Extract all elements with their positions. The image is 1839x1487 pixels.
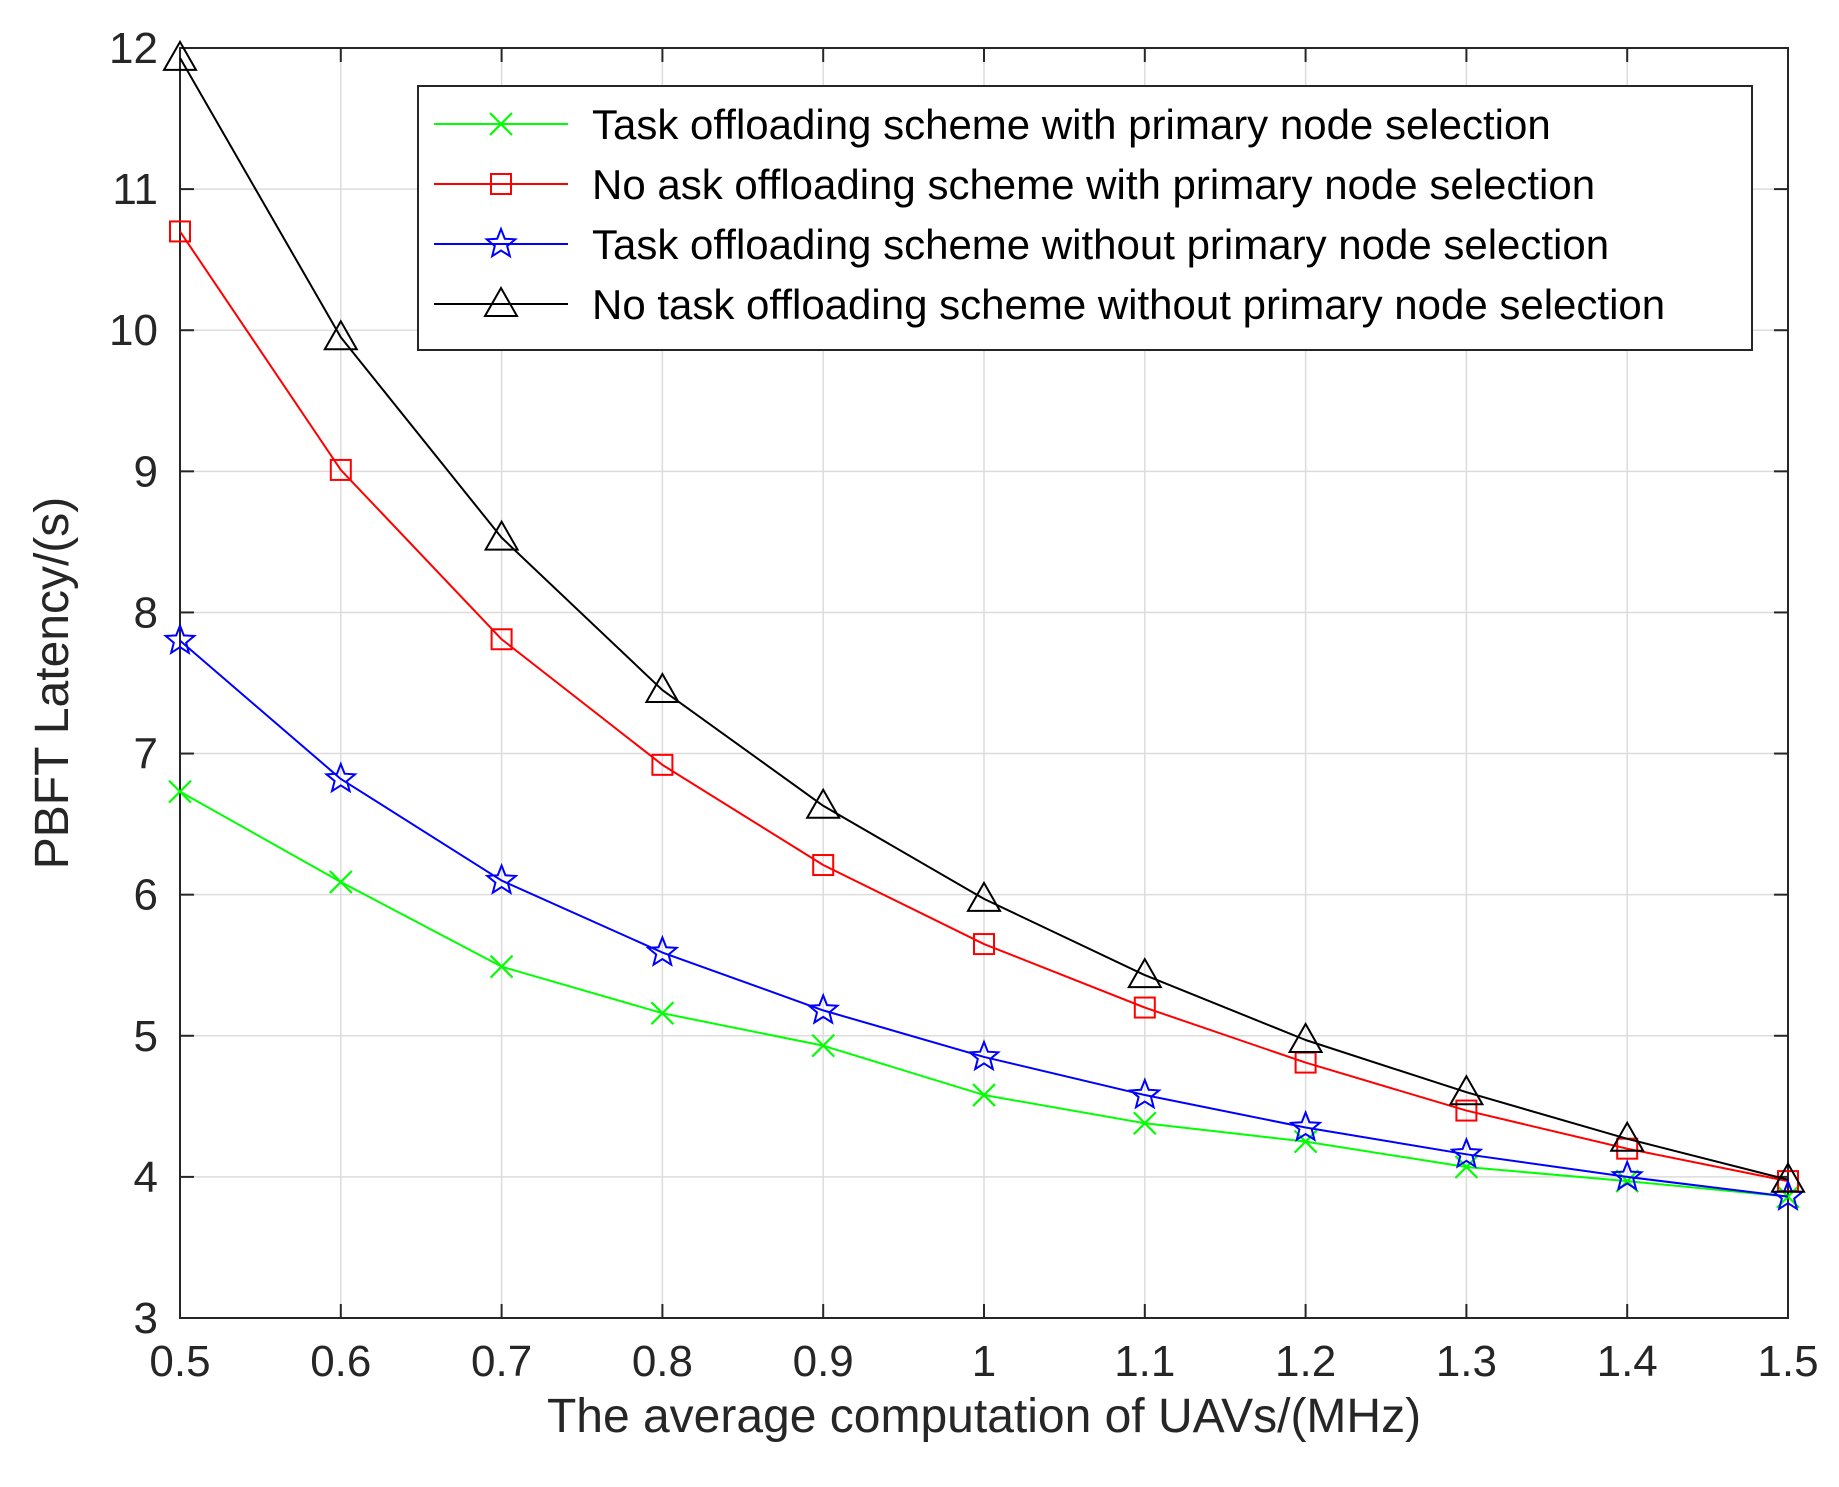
legend-marker bbox=[483, 285, 519, 317]
data-point-stroke bbox=[489, 954, 514, 979]
y-tick-label: 9 bbox=[134, 447, 158, 496]
legend-marker bbox=[489, 112, 513, 136]
legend-marker bbox=[490, 173, 512, 195]
y-tick-label: 5 bbox=[134, 1012, 158, 1061]
data-point bbox=[651, 753, 674, 776]
plot-series bbox=[162, 39, 1806, 1211]
legend-entry-1: Task offloading scheme with primary node… bbox=[434, 101, 1551, 148]
data-point bbox=[329, 458, 352, 481]
data-point bbox=[163, 622, 197, 656]
data-point bbox=[650, 1001, 675, 1025]
data-point bbox=[1448, 1074, 1485, 1106]
x-tick-label: 1 bbox=[972, 1337, 996, 1386]
axes: 0.5 0.6 0.7 0.8 0.9 1 1.1 1.2 1.3 1.4 1.5 3 4 5 6 7 8 9 10… bbox=[109, 24, 1819, 1386]
data-point-stroke bbox=[168, 779, 192, 804]
x-tick-label: 0.5 bbox=[149, 1337, 210, 1386]
x-tick-label: 1.4 bbox=[1597, 1337, 1658, 1386]
legend-box bbox=[417, 85, 1753, 351]
data-point bbox=[323, 319, 359, 351]
y-tick-label: 4 bbox=[134, 1153, 158, 1202]
legend: Task offloading scheme with primary node… bbox=[417, 85, 1753, 351]
data-point bbox=[811, 1033, 835, 1058]
x-tick-label: 0.7 bbox=[471, 1337, 532, 1386]
data-point bbox=[966, 880, 1002, 912]
data-point bbox=[489, 954, 514, 979]
legend-entry-3: Task offloading scheme without primary n… bbox=[434, 221, 1609, 268]
data-point bbox=[967, 1039, 1001, 1072]
data-point bbox=[1609, 1120, 1645, 1152]
data-point-stroke bbox=[1133, 1111, 1157, 1136]
data-point bbox=[323, 761, 358, 794]
data-point bbox=[973, 933, 995, 956]
y-tick-label: 3 bbox=[134, 1294, 158, 1343]
data-point bbox=[1770, 1161, 1806, 1193]
x-tick-label: 1.3 bbox=[1436, 1337, 1497, 1386]
data-point bbox=[1455, 1099, 1478, 1122]
legend-label: Task offloading scheme with primary node… bbox=[592, 101, 1551, 148]
data-point bbox=[169, 220, 191, 243]
series-1 bbox=[168, 779, 1800, 1209]
data-point bbox=[805, 787, 841, 819]
y-tick-label: 11 bbox=[112, 165, 158, 214]
series-line bbox=[179, 639, 1789, 1198]
series-4 bbox=[162, 39, 1806, 1193]
data-point bbox=[484, 862, 519, 895]
data-point bbox=[1133, 1111, 1157, 1136]
legend-label: No task offloading scheme without primar… bbox=[592, 281, 1665, 328]
y-tick-label: 10 bbox=[109, 306, 158, 355]
y-axis-title: PBFT Latency/(s) bbox=[26, 497, 79, 870]
legend-entry-2: No ask offloading scheme with primary no… bbox=[434, 161, 1595, 208]
data-point bbox=[1287, 1021, 1324, 1054]
data-point bbox=[972, 1083, 996, 1107]
data-point bbox=[1127, 1077, 1162, 1110]
y-tick-label: 12 bbox=[109, 24, 158, 73]
data-point bbox=[1288, 1109, 1323, 1142]
y-tick-label: 7 bbox=[134, 730, 158, 779]
data-point-stroke bbox=[650, 1001, 675, 1025]
legend-label: No ask offloading scheme with primary no… bbox=[592, 161, 1595, 208]
x-tick-label: 1.1 bbox=[1114, 1337, 1175, 1386]
data-point-stroke bbox=[329, 870, 353, 894]
data-point bbox=[812, 854, 835, 877]
series-line bbox=[179, 57, 1789, 1181]
x-tick-label: 1.2 bbox=[1275, 1337, 1336, 1386]
data-point bbox=[1133, 996, 1156, 1019]
x-axis-title: The average computation of UAVs/(MHz) bbox=[547, 1390, 1421, 1443]
data-point bbox=[483, 519, 520, 551]
data-point bbox=[168, 779, 192, 804]
x-tick-label: 1.5 bbox=[1757, 1337, 1818, 1386]
data-point bbox=[490, 628, 513, 651]
data-point bbox=[1127, 957, 1163, 989]
data-point bbox=[1449, 1136, 1484, 1169]
y-tick-label: 8 bbox=[134, 588, 158, 637]
data-point bbox=[1610, 1159, 1645, 1192]
x-tick-label: 0.8 bbox=[632, 1337, 693, 1386]
legend-entry-4: No task offloading scheme without primar… bbox=[434, 281, 1665, 328]
data-point-stroke bbox=[811, 1033, 835, 1058]
y-tick-label: 6 bbox=[134, 871, 158, 920]
data-point bbox=[806, 992, 841, 1025]
data-point bbox=[162, 39, 198, 71]
legend-marker-stroke bbox=[489, 112, 513, 136]
legend-marker bbox=[484, 226, 518, 259]
data-point bbox=[645, 934, 680, 967]
data-point bbox=[644, 672, 681, 704]
legend-label: Task offloading scheme without primary n… bbox=[592, 221, 1609, 268]
x-tick-label: 0.9 bbox=[793, 1337, 854, 1386]
data-point bbox=[329, 870, 353, 894]
x-tick-label: 0.6 bbox=[310, 1337, 371, 1386]
series-line bbox=[179, 230, 1789, 1183]
data-point-stroke bbox=[972, 1083, 996, 1107]
